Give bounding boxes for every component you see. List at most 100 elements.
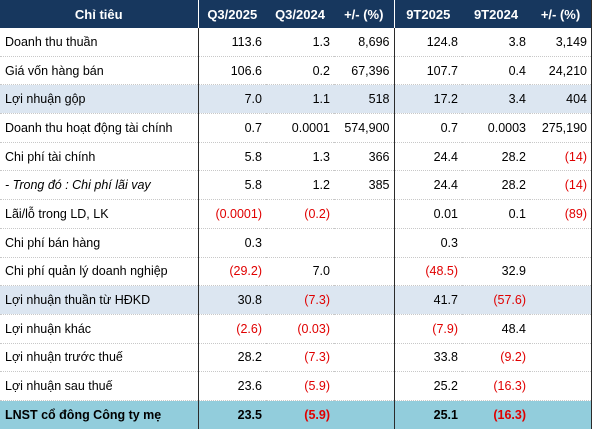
cell-q3-change xyxy=(334,343,394,373)
row-label: LNST cổ đông Công ty mẹ xyxy=(0,400,198,429)
cell-q3-2024: (5.9) xyxy=(266,400,334,429)
header-indicator: Chỉ tiêu xyxy=(0,0,198,28)
cell-9t-change xyxy=(530,343,591,373)
row-label: Lợi nhuận thuần từ HĐKD xyxy=(0,285,198,315)
header-9t-change: +/- (%) xyxy=(530,0,591,28)
cell-9t-2024: (9.2) xyxy=(462,343,530,373)
cell-q3-2024: 0.2 xyxy=(266,56,334,86)
cell-q3-change xyxy=(334,371,394,401)
cell-9t-2025: 124.8 xyxy=(393,28,462,57)
cell-9t-2025: 0.3 xyxy=(393,228,462,258)
cell-9t-2024: (16.3) xyxy=(462,371,530,401)
cell-q3-2024: (7.3) xyxy=(266,343,334,373)
cell-9t-2024: 28.2 xyxy=(462,142,530,172)
cell-q3-2025: 23.5 xyxy=(197,400,266,429)
cell-9t-2024: (16.3) xyxy=(462,400,530,429)
cell-q3-change: 518 xyxy=(334,84,394,115)
cell-q3-change xyxy=(334,199,394,229)
cell-9t-2024: 32.9 xyxy=(462,257,530,287)
cell-q3-change xyxy=(334,285,394,315)
table-row: Doanh thu hoạt động tài chính 0.7 0.0001 57… xyxy=(0,113,591,143)
cell-q3-2024: 1.3 xyxy=(266,28,334,57)
cell-9t-change: (14) xyxy=(530,170,591,201)
row-label: Doanh thu hoạt động tài chính xyxy=(0,113,198,143)
cell-9t-change xyxy=(530,314,591,344)
table-row: LNST cổ đông Công ty mẹ 23.5 (5.9) 25.1 (16.… xyxy=(0,400,591,429)
cell-9t-change xyxy=(530,285,591,315)
table-row: Lợi nhuận sau thuế 23.6 (5.9) 25.2 (16.3) xyxy=(0,371,591,401)
cell-q3-2024: 1.2 xyxy=(266,170,334,201)
table-row: Lợi nhuận thuần từ HĐKD 30.8 (7.3) 41.7 (57.… xyxy=(0,285,591,315)
cell-9t-2025: 41.7 xyxy=(393,285,462,315)
cell-9t-change: (14) xyxy=(530,142,591,172)
row-label: Doanh thu thuần xyxy=(0,28,198,57)
cell-q3-change xyxy=(334,257,394,287)
cell-q3-2025: 106.6 xyxy=(197,56,266,86)
table-row: Lãi/lỗ trong LD, LK (0.0001) (0.2) 0.01 0.1(… xyxy=(0,199,591,229)
cell-q3-2025: 23.6 xyxy=(197,371,266,401)
cell-9t-change xyxy=(530,371,591,401)
header-9t-2024: 9T2024 xyxy=(462,0,530,28)
cell-9t-2025: 25.1 xyxy=(393,400,462,429)
header-q3-2024: Q3/2024 xyxy=(266,0,334,28)
table-row: Doanh thu thuần 113.6 1.3 8,696 124.8 3.8 3,14… xyxy=(0,28,591,57)
cell-9t-2025: 0.7 xyxy=(393,113,462,143)
cell-9t-change xyxy=(530,257,591,287)
cell-q3-change xyxy=(334,314,394,344)
cell-q3-2025: (29.2) xyxy=(197,257,266,287)
cell-9t-2025: 24.4 xyxy=(393,170,462,201)
cell-q3-2025: 5.8 xyxy=(197,170,266,201)
cell-9t-change: 404 xyxy=(530,84,591,115)
cell-9t-change xyxy=(530,400,591,429)
row-label: Giá vốn hàng bán xyxy=(0,56,198,86)
cell-9t-2025: 24.4 xyxy=(393,142,462,172)
table-row: Giá vốn hàng bán 106.6 0.2 67,396 107.7 0.4 24… xyxy=(0,56,591,86)
cell-q3-2024: (7.3) xyxy=(266,285,334,315)
cell-9t-2025: 0.01 xyxy=(393,199,462,229)
cell-q3-2024: 0.0001 xyxy=(266,113,334,143)
cell-9t-change xyxy=(530,228,591,258)
cell-9t-2025: (7.9) xyxy=(393,314,462,344)
cell-9t-2025: 25.2 xyxy=(393,371,462,401)
table-row: Chi phí bán hàng 0.3 0.3 xyxy=(0,228,591,258)
cell-q3-2024: (5.9) xyxy=(266,371,334,401)
cell-q3-2025: (2.6) xyxy=(197,314,266,344)
table-body: Doanh thu thuần 113.6 1.3 8,696 124.8 3.8 3,14… xyxy=(0,28,591,429)
row-label: Chi phí bán hàng xyxy=(0,228,198,258)
cell-9t-2025: (48.5) xyxy=(393,257,462,287)
cell-9t-2024: 0.4 xyxy=(462,56,530,86)
cell-q3-2025: 0.7 xyxy=(197,113,266,143)
table-row: - Trong đó : Chi phí lãi vay 5.8 1.2 385 24.… xyxy=(0,170,591,201)
cell-9t-2025: 17.2 xyxy=(393,84,462,115)
cell-q3-change xyxy=(334,228,394,258)
cell-9t-2024: 48.4 xyxy=(462,314,530,344)
header-9t-2025: 9T2025 xyxy=(393,0,462,28)
cell-q3-2025: 5.8 xyxy=(197,142,266,172)
cell-9t-change: 24,210 xyxy=(530,56,591,86)
table-row: Lợi nhuận trước thuế 28.2 (7.3) 33.8 (9.2) xyxy=(0,343,591,373)
table-header-row: Chỉ tiêu Q3/2025 Q3/2024 +/- (%) 9T2025 … xyxy=(0,0,591,28)
cell-q3-change: 366 xyxy=(334,142,394,172)
cell-9t-2024: 0.0003 xyxy=(462,113,530,143)
table-row: Lợi nhuận gộp 7.0 1.1 518 17.2 3.4 404 xyxy=(0,84,591,115)
cell-q3-2024: 7.0 xyxy=(266,257,334,287)
cell-q3-2025: 7.0 xyxy=(197,84,266,115)
cell-9t-2025: 33.8 xyxy=(393,343,462,373)
cell-q3-2025: 28.2 xyxy=(197,343,266,373)
cell-9t-2024 xyxy=(462,228,530,258)
table-row: Chi phí tài chính 5.8 1.3 366 24.4 28.2 (14) xyxy=(0,142,591,172)
header-q3-2025: Q3/2025 xyxy=(197,0,266,28)
table-row: Lợi nhuận khác (2.6) (0.03) (7.9) 48.4 xyxy=(0,314,591,344)
cell-q3-2025: 0.3 xyxy=(197,228,266,258)
table-row: Chi phí quản lý doanh nghiệp (29.2) 7.0 (48… xyxy=(0,257,591,287)
row-label: Lợi nhuận sau thuế xyxy=(0,371,198,401)
cell-9t-2024: 3.8 xyxy=(462,28,530,57)
header-q3-change: +/- (%) xyxy=(334,0,394,28)
row-label: Lợi nhuận khác xyxy=(0,314,198,344)
cell-q3-change: 385 xyxy=(334,170,394,201)
cell-9t-change: 3,149 xyxy=(530,28,591,57)
row-label: Lãi/lỗ trong LD, LK xyxy=(0,199,198,229)
cell-9t-change: (89) xyxy=(530,199,591,229)
row-label: - Trong đó : Chi phí lãi vay xyxy=(0,170,198,201)
